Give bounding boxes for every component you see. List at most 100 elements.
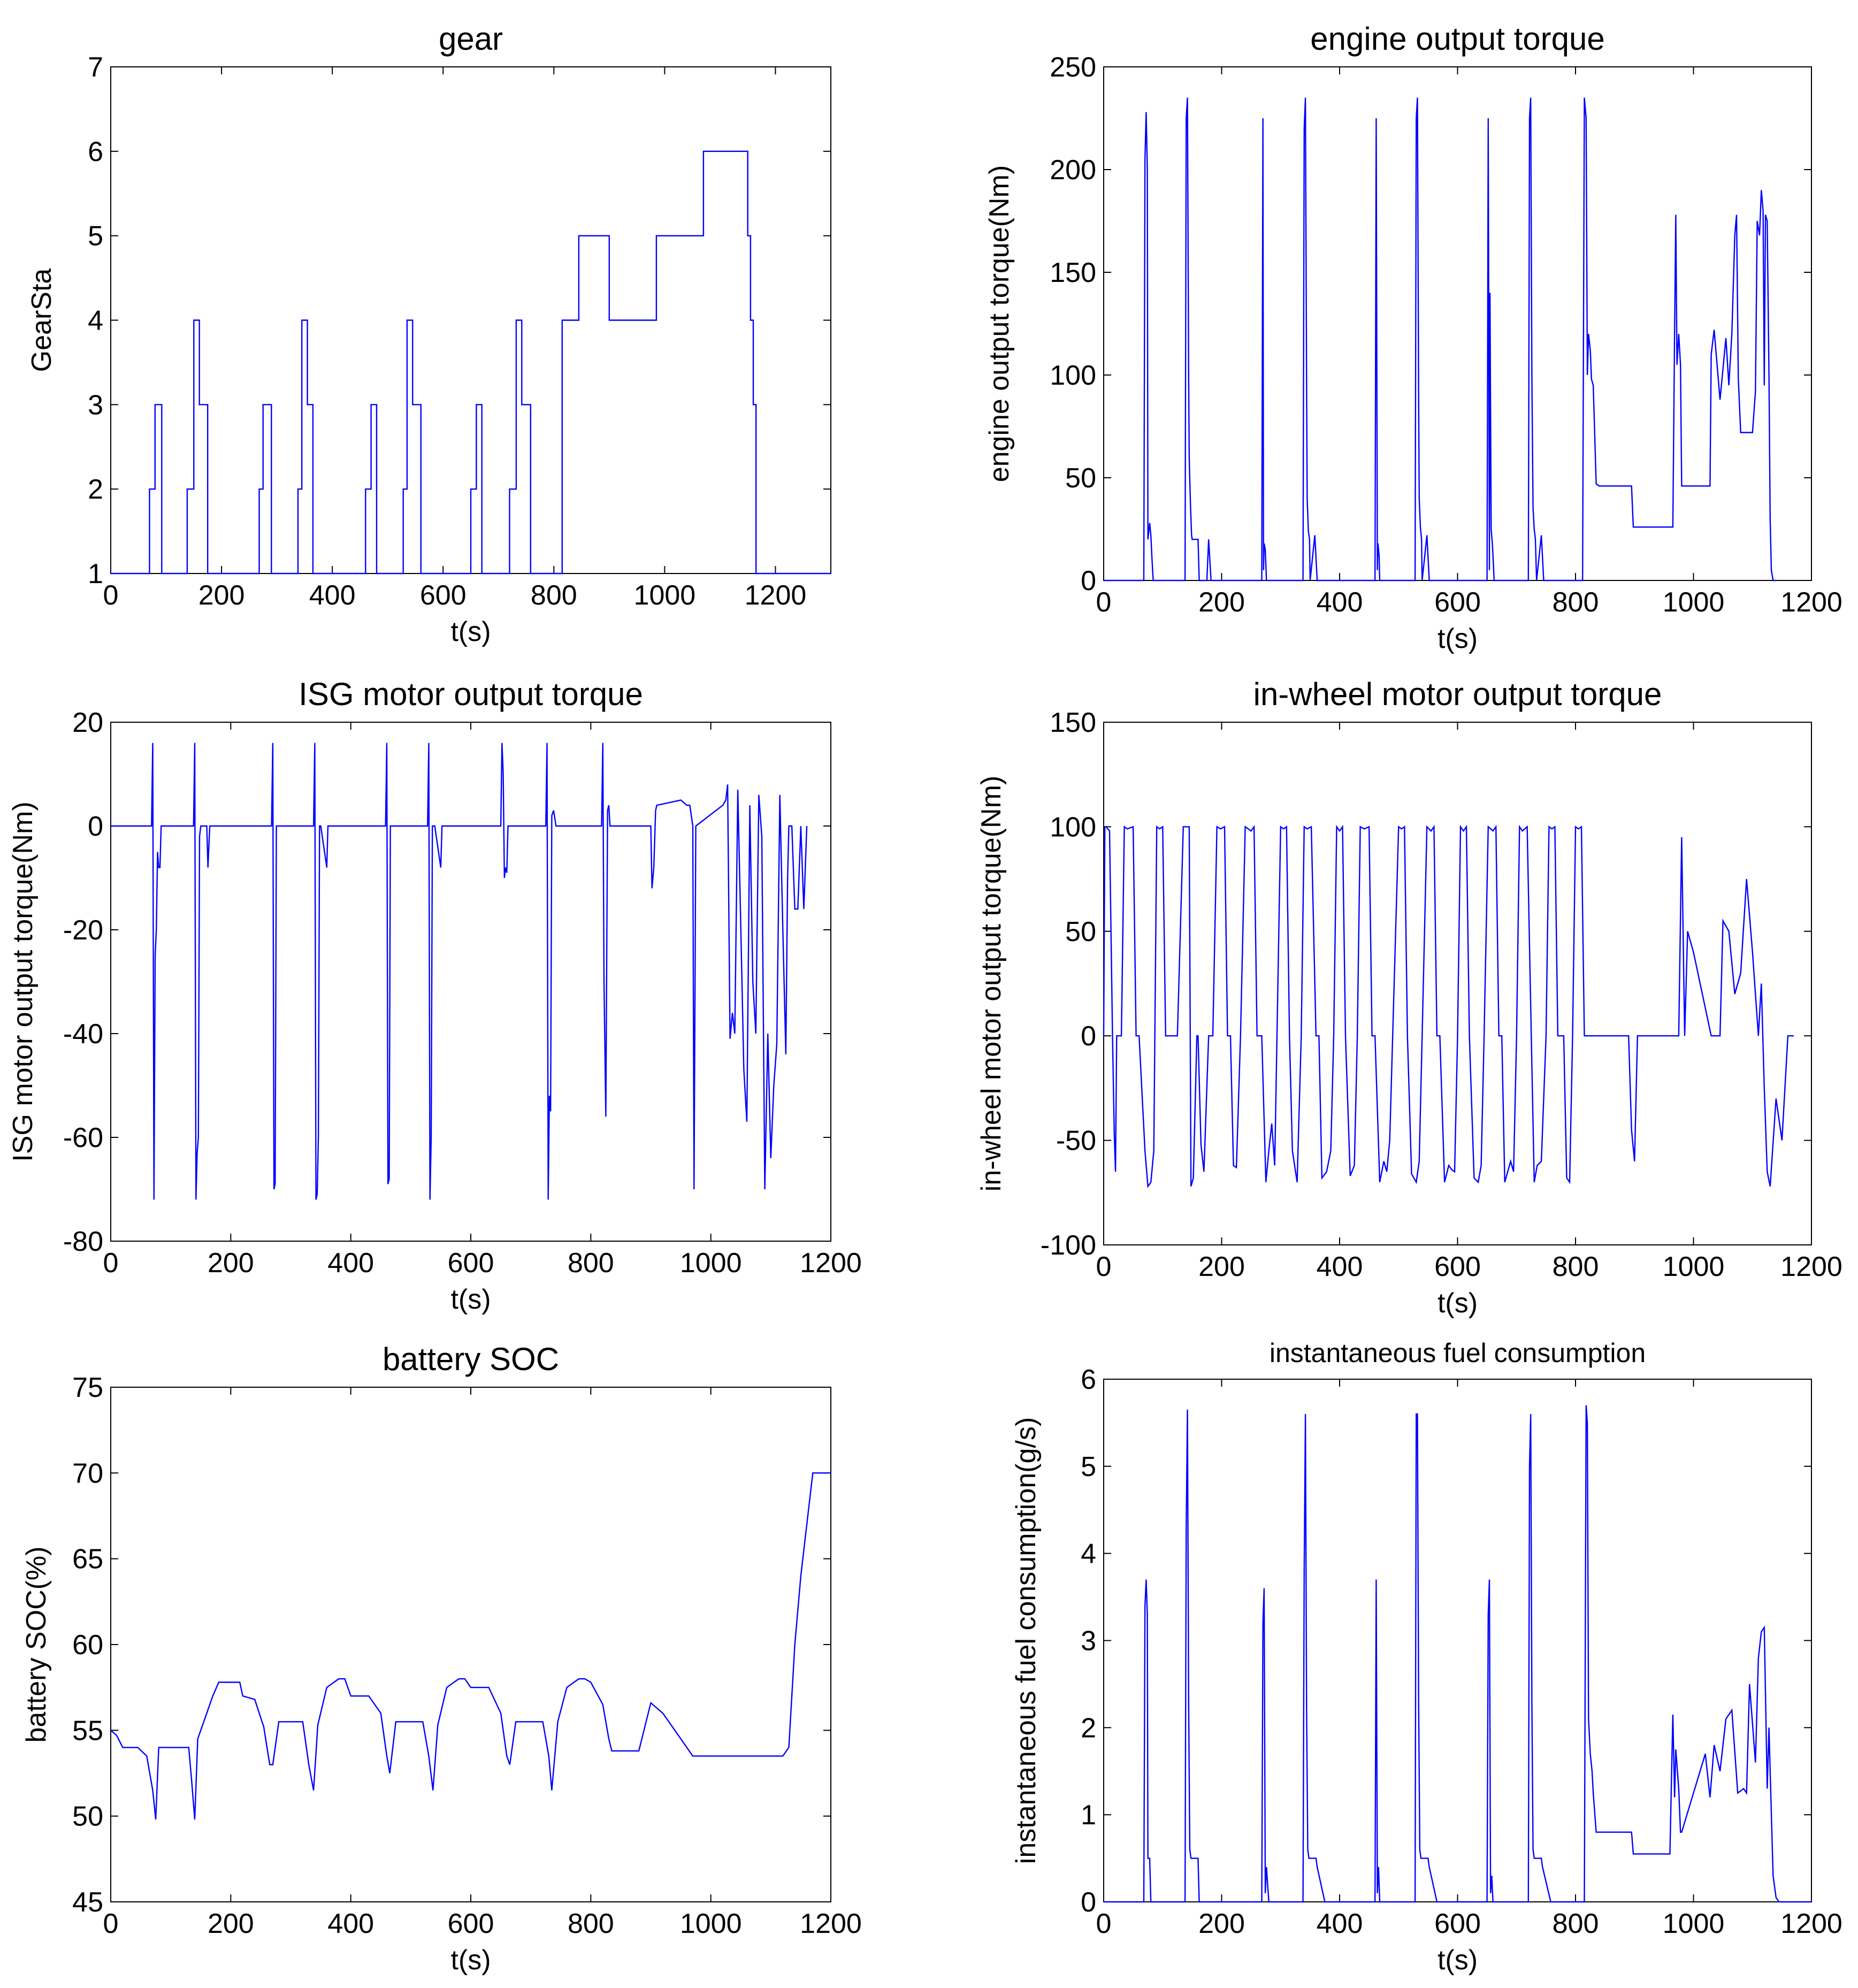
y-tick-label: 50 <box>72 1801 103 1832</box>
x-tick-label: 800 <box>568 1908 614 1939</box>
chart-title: engine output torque <box>1310 21 1604 57</box>
x-axis-label: t(s) <box>450 1945 491 1976</box>
x-tick-label: 200 <box>208 1908 254 1939</box>
x-tick-label: 1000 <box>680 1908 742 1939</box>
y-axis-label: in-wheel motor output torque(Nm) <box>976 776 1007 1191</box>
x-tick-label: 0 <box>1096 587 1112 618</box>
axes-box <box>1103 1379 1812 1902</box>
y-tick-label: 4 <box>1081 1539 1096 1570</box>
x-axis-label: t(s) <box>1438 1945 1478 1976</box>
x-tick-label: 0 <box>103 1908 119 1939</box>
x-tick-label: 600 <box>1434 1251 1481 1282</box>
x-tick-label: 600 <box>448 1908 494 1939</box>
y-tick-label: -50 <box>1056 1126 1096 1157</box>
y-tick-label: 60 <box>72 1630 103 1661</box>
x-tick-label: 1200 <box>800 1908 862 1939</box>
y-tick-label: 5 <box>1081 1451 1096 1482</box>
x-tick-label: 200 <box>198 580 245 611</box>
x-tick-label: 1200 <box>800 1248 862 1279</box>
plot-inwheel: 0 200 400 600 800 1000 1200 -100 -50 0 50 100 150 in-… <box>976 676 1842 1319</box>
chart-title: ISG motor output torque <box>299 676 643 712</box>
x-tick-label: 800 <box>1553 587 1599 618</box>
y-tick-label: 20 <box>72 707 103 738</box>
y-tick-label: 55 <box>72 1715 103 1746</box>
chart-title: in-wheel motor output torque <box>1253 676 1662 712</box>
x-axis-label: t(s) <box>1438 1288 1478 1319</box>
plot-engine: 0 200 400 600 800 1000 1200 0 50 100 150 200 250 engi… <box>984 21 1842 654</box>
x-tick-label: 800 <box>531 580 577 611</box>
x-tick-label: 800 <box>1553 1908 1599 1939</box>
x-tick-label: 1200 <box>1780 1908 1842 1939</box>
series-line-inwheel <box>1103 824 1794 1188</box>
y-tick-label: 50 <box>1065 463 1096 494</box>
axes-box <box>1103 722 1812 1245</box>
y-tick-label: 65 <box>72 1544 103 1575</box>
x-tick-label: 400 <box>1317 1908 1363 1939</box>
series-line-isg <box>111 743 808 1200</box>
x-tick-label: 400 <box>1317 1251 1363 1282</box>
y-tick-label: 45 <box>72 1887 103 1918</box>
x-tick-label: 600 <box>448 1248 494 1279</box>
y-tick-label: 0 <box>1081 1887 1096 1918</box>
x-tick-label: 800 <box>568 1248 614 1279</box>
axes-box <box>110 722 831 1242</box>
x-tick-label: 1000 <box>680 1248 742 1279</box>
y-tick-label: 6 <box>88 136 103 167</box>
chart-title: gear <box>439 21 503 57</box>
y-tick-label: 0 <box>1081 1021 1096 1052</box>
series-line-fuel <box>1104 1405 1811 1903</box>
chart-title: instantaneous fuel consumption <box>1270 1338 1646 1368</box>
y-tick-label: 4 <box>88 305 103 337</box>
x-tick-label: 200 <box>1198 1908 1245 1939</box>
x-tick-label: 200 <box>1198 587 1245 618</box>
y-tick-label: 3 <box>1081 1626 1096 1657</box>
x-tick-label: 0 <box>103 1248 119 1279</box>
y-tick-label: 150 <box>1050 257 1096 288</box>
y-axis-label: instantaneous fuel consumption(g/s) <box>1011 1417 1042 1864</box>
x-tick-label: 800 <box>1553 1251 1599 1282</box>
x-tick-label: 400 <box>327 1248 374 1279</box>
y-axis-label: engine output torque(Nm) <box>984 165 1015 483</box>
y-tick-label: 150 <box>1050 707 1096 738</box>
x-tick-label: 1000 <box>1663 587 1725 618</box>
series-line-gear <box>111 150 831 575</box>
series-line-soc <box>110 1472 831 1820</box>
x-tick-label: 0 <box>1096 1251 1112 1282</box>
x-axis-label: t(s) <box>450 1284 491 1315</box>
x-tick-label: 600 <box>1434 1908 1481 1939</box>
y-tick-label: 6 <box>1081 1364 1096 1395</box>
x-tick-label: 400 <box>309 580 356 611</box>
y-tick-label: 250 <box>1050 52 1096 83</box>
axes-box <box>110 1387 831 1902</box>
x-tick-label: 1000 <box>634 580 696 611</box>
x-axis-label: t(s) <box>1438 623 1478 654</box>
axes-box <box>1103 66 1812 581</box>
x-tick-label: 1200 <box>1780 587 1842 618</box>
x-tick-label: 0 <box>103 580 119 611</box>
y-tick-label: 100 <box>1050 360 1096 391</box>
x-tick-label: 1200 <box>1780 1251 1842 1282</box>
plot-isg: 0 200 400 600 800 1000 1200 -80 -60 -40 -20 0 20 ISG … <box>7 676 862 1315</box>
y-tick-label: 3 <box>88 389 103 420</box>
y-axis-label: GearSta <box>26 269 57 372</box>
x-tick-label: 600 <box>1434 587 1481 618</box>
x-tick-label: 200 <box>1198 1251 1245 1282</box>
y-tick-label: 0 <box>1081 565 1096 597</box>
y-tick-label: -80 <box>63 1226 103 1257</box>
y-tick-label: 70 <box>72 1458 103 1489</box>
x-tick-label: 400 <box>327 1908 374 1939</box>
x-tick-label: 1200 <box>745 580 807 611</box>
plot-fuel: 0 200 400 600 800 1000 1200 0 1 2 3 4 5 6 instantaneou… <box>1011 1338 1842 1976</box>
y-tick-label: 75 <box>72 1372 103 1403</box>
y-tick-label: -40 <box>63 1019 103 1050</box>
x-tick-label: 200 <box>208 1248 254 1279</box>
y-tick-label: 5 <box>88 221 103 252</box>
x-tick-label: 1000 <box>1663 1251 1725 1282</box>
y-axis-label: ISG motor output torque(Nm) <box>7 801 39 1161</box>
y-tick-label: 1 <box>1081 1800 1096 1831</box>
y-tick-label: 2 <box>88 474 103 505</box>
y-tick-label: 1 <box>88 559 103 590</box>
y-tick-label: -60 <box>63 1122 103 1153</box>
x-tick-label: 1000 <box>1663 1908 1725 1939</box>
y-tick-label: 100 <box>1050 812 1096 843</box>
